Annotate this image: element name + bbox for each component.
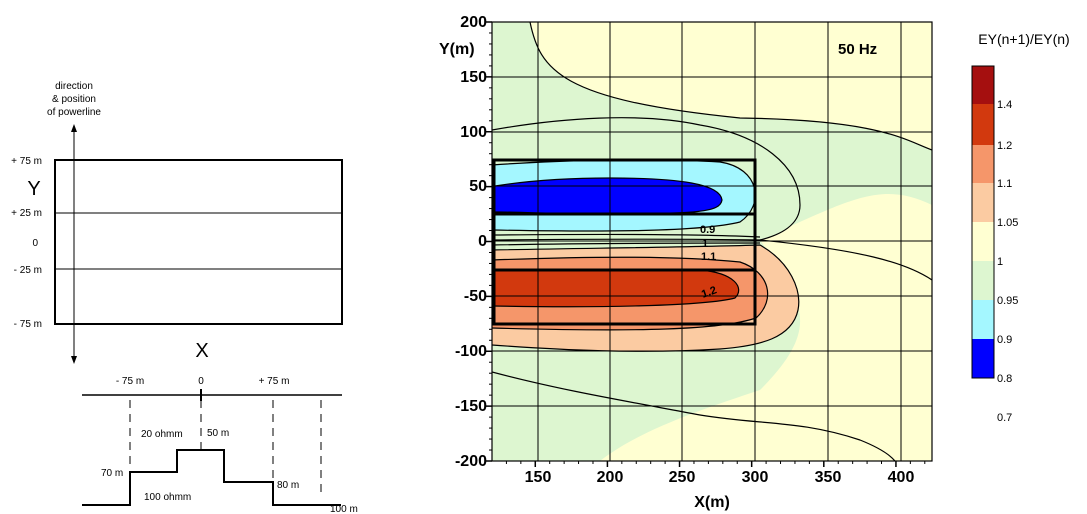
x-axis-title: X(m) (694, 494, 730, 511)
colorbar-swatch-1.05 (972, 183, 994, 222)
section-dashed-guides (129, 400, 322, 495)
colorbar-level-labels: 1.4 1.2 1.1 1.05 1 0.95 0.9 0.8 0.7 (997, 99, 1018, 424)
colorbar-swatch-0.95 (972, 261, 994, 300)
upper-resistivity-label: 20 ohmm (141, 429, 183, 440)
contour-plot: 0.9 1 1.1 1.2 50 Hz Y(m) 200 150 100 50 … (439, 14, 933, 511)
depth-80-label: 80 m (277, 480, 299, 491)
direction-label-line1: direction (55, 81, 93, 92)
y-tick-150: 150 (460, 69, 487, 86)
y-tick-minus75: - 75 m (14, 319, 42, 330)
y-axis-label: Y (27, 178, 40, 200)
region-07-08 (495, 178, 722, 214)
model-block-outline (54, 159, 343, 325)
region-12-14 (492, 270, 739, 307)
colorbar-level-1.4: 1.4 (997, 99, 1012, 111)
x-tick-labels: 150 200 250 300 350 400 (525, 469, 915, 486)
colorbar-level-1: 1 (997, 256, 1003, 268)
colorbar-swatch-1.4 (972, 66, 994, 104)
y-tick-minus100: -100 (455, 343, 487, 360)
colorbar-level-0.8: 0.8 (997, 373, 1012, 385)
model-diagram: direction & position of powerline + 75 m… (11, 81, 358, 514)
colorbar-level-1.1: 1.1 (997, 178, 1012, 190)
x-tick-400: 400 (888, 469, 915, 486)
contour-label-1: 1 (702, 238, 708, 250)
colorbar-level-1.2: 1.2 (997, 140, 1012, 152)
colorbar-level-1.05: 1.05 (997, 217, 1018, 229)
y-tick-zero: 0 (32, 238, 38, 249)
depth-70-label: 70 m (101, 468, 123, 479)
colorbar-swatch-0.8 (972, 339, 994, 378)
x-tick-200: 200 (597, 469, 624, 486)
y-tick-minus200: -200 (455, 453, 487, 470)
x-tick-plus75: + 75 m (259, 376, 290, 387)
colorbar-swatch-1.1 (972, 145, 994, 183)
x-tick-350: 350 (815, 469, 842, 486)
x-tick-250: 250 (669, 469, 696, 486)
direction-label-line2: & position (52, 94, 96, 105)
colorbar-frame (971, 65, 995, 379)
x-minor-ticks (505, 461, 926, 467)
x-tick-zero: 0 (198, 376, 204, 387)
resistivity-interface-profile (82, 449, 341, 506)
y-tick-labels: 200 150 100 50 0 -50 -100 -150 -200 (455, 14, 487, 470)
depth-100-label: 100 m (330, 504, 358, 514)
anomaly-outline (492, 158, 757, 326)
y-tick-minus150: -150 (455, 398, 487, 415)
contour-label-1.2: 1.2 (700, 284, 718, 301)
y-tick-0: 0 (478, 233, 487, 250)
colorbar-level-0.9: 0.9 (997, 334, 1012, 346)
y-axis-title: Y(m) (439, 41, 475, 58)
direction-label-line3: of powerline (47, 107, 101, 118)
contour-label-1.1: 1.1 (701, 251, 716, 263)
y-tick-100: 100 (460, 124, 487, 141)
lower-resistivity-label: 100 ohmm (144, 492, 191, 503)
x-tick-minus75: - 75 m (116, 376, 144, 387)
y-tick-minus50: -50 (464, 288, 487, 305)
y-minor-ticks (486, 21, 492, 462)
y-tick-minus25: - 25 m (14, 265, 42, 276)
depth-50-label: 50 m (207, 428, 229, 439)
y-tick-plus25: + 25 m (11, 208, 42, 219)
colorbar-title: EY(n+1)/EY(n) (978, 31, 1069, 47)
y-tick-200: 200 (460, 14, 487, 31)
colorbar-swatch-1.2 (972, 104, 994, 145)
x-axis-label: X (195, 340, 208, 362)
colorbar-level-0.7: 0.7 (997, 412, 1012, 424)
y-tick-plus75: + 75 m (11, 156, 42, 167)
frequency-label: 50 Hz (838, 41, 877, 58)
colorbar: EY(n+1)/EY(n) 1.4 1.2 1.1 1.05 1 0.95 0.… (971, 31, 1070, 424)
colorbar-swatch-1 (972, 222, 994, 261)
plot-gridlines (492, 22, 932, 461)
x-tick-300: 300 (742, 469, 769, 486)
y-tick-50: 50 (469, 178, 487, 195)
colorbar-swatch-0.9 (972, 300, 994, 339)
contour-label-0.9: 0.9 (700, 224, 715, 236)
x-tick-150: 150 (525, 469, 552, 486)
colorbar-level-0.95: 0.95 (997, 295, 1018, 307)
